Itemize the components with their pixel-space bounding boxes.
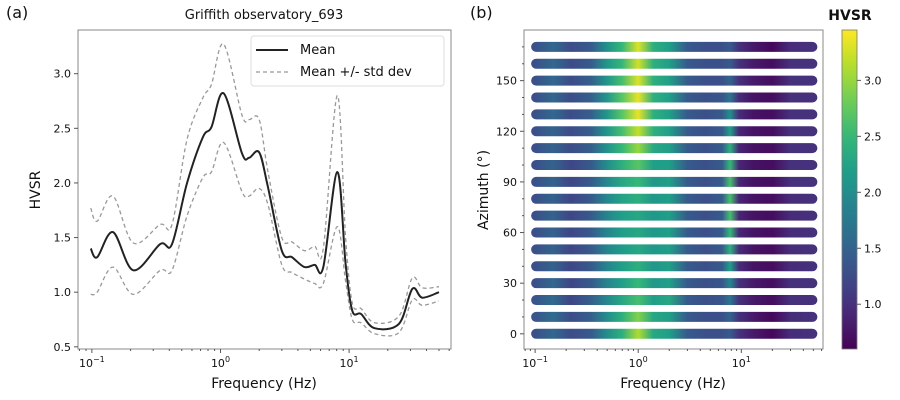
heatmap-row [531, 92, 818, 103]
heatmap-row [531, 75, 818, 86]
y-tick-label: 30 [503, 277, 517, 290]
y-tick-label: 120 [496, 125, 517, 138]
legend-mean-label: Mean [300, 43, 335, 58]
colorbar-tick-label: 3.0 [864, 74, 882, 87]
legend-box [250, 35, 445, 87]
y-tick-label: 2.5 [54, 122, 72, 135]
heatmap-row [531, 328, 818, 339]
heatmap-row [531, 143, 818, 154]
x-tick-label: 100 [211, 355, 230, 370]
panel-a-ticks: 0.5 1.0 1.5 2.0 2.5 3.0 10−1 100 101 [54, 68, 450, 370]
heatmap-row [531, 193, 818, 204]
heatmap-row [531, 58, 818, 69]
x-tick-label: 10−1 [79, 355, 105, 370]
panel-a-xlabel: Frequency (Hz) [211, 376, 317, 392]
y-tick-label: 3.0 [54, 68, 72, 81]
heatmap-row [531, 160, 818, 171]
heatmap-row [531, 278, 818, 289]
panel-a-ylabel: HVSR [28, 170, 44, 209]
colorbar: HVSR 1.0 1.5 2.0 2.5 3.0 [828, 8, 882, 350]
heatmap-row [531, 295, 818, 306]
panel-b-ticks: 0 30 60 90 120 150 10−1 100 101 [496, 46, 823, 370]
panel-b: (b) 0 30 60 90 120 150 10−1 100 101 Frequency (H… [470, 3, 824, 392]
colorbar-ticks: 1.0 1.5 2.0 2.5 3.0 [857, 74, 882, 311]
heatmap-row [531, 210, 818, 221]
colorbar-title: HVSR [828, 8, 872, 24]
y-tick-label: 0 [510, 328, 517, 341]
y-tick-label: 2.0 [54, 177, 72, 190]
heatmap-row [531, 109, 818, 120]
legend-std-label: Mean +/- std dev [300, 65, 412, 80]
y-tick-label: 1.5 [54, 232, 72, 245]
y-tick-label: 0.5 [54, 341, 72, 354]
colorbar-tick-label: 1.5 [864, 242, 882, 255]
panel-b-ylabel: Azimuth (°) [476, 150, 492, 230]
y-tick-label: 150 [496, 75, 517, 88]
heatmap-row [531, 311, 818, 322]
panel-b-heatmap-rows [531, 41, 818, 339]
panel-a: (a) Griffith observatory_693 0.5 1.0 1.5 2.… [6, 3, 452, 392]
heatmap-row [531, 227, 818, 238]
mean-line [89, 92, 440, 331]
y-tick-label: 90 [503, 176, 517, 189]
y-tick-label: 60 [503, 227, 517, 240]
panel-a-title: Griffith observatory_693 [185, 8, 343, 23]
heatmap-row [531, 261, 818, 272]
panel-a-series [89, 43, 440, 337]
colorbar-tick-label: 2.0 [864, 186, 882, 199]
panel-b-label: (b) [470, 3, 493, 22]
heatmap-row [531, 41, 818, 52]
heatmap-row [531, 244, 818, 255]
x-tick-label: 10−1 [522, 355, 548, 370]
panel-a-label: (a) [6, 3, 28, 22]
heatmap-row [531, 176, 818, 187]
panel-b-xlabel: Frequency (Hz) [620, 376, 726, 392]
legend: Mean Mean +/- std dev [250, 35, 445, 87]
colorbar-tick-label: 2.5 [864, 130, 882, 143]
colorbar-gradient [841, 29, 858, 350]
x-tick-label: 101 [340, 355, 359, 370]
colorbar-tick-label: 1.0 [864, 298, 882, 311]
x-tick-label: 101 [732, 355, 751, 370]
x-tick-label: 100 [629, 355, 648, 370]
lower-std-line [90, 141, 440, 337]
y-tick-label: 1.0 [54, 286, 72, 299]
heatmap-row [531, 126, 818, 137]
